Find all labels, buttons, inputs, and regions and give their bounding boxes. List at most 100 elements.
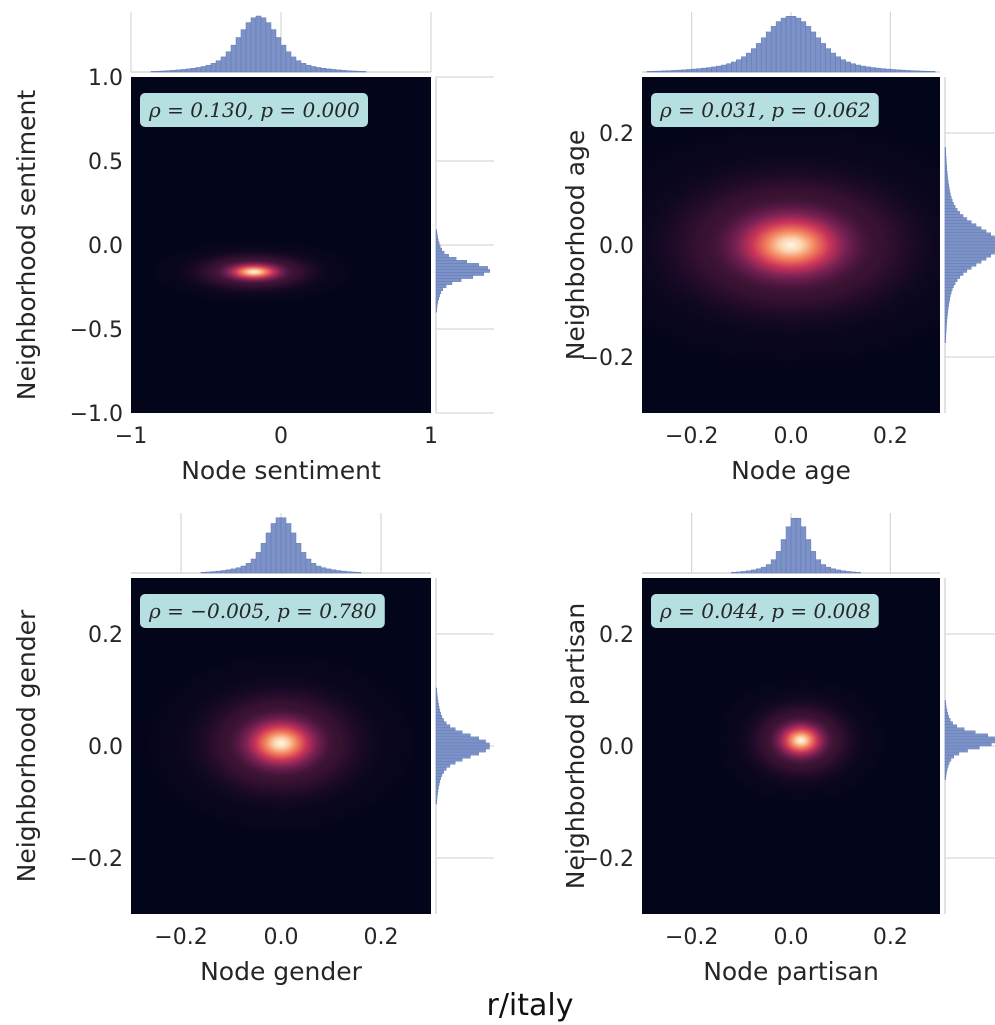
top-hist-bar (860, 65, 866, 73)
top-hist-bar (800, 526, 807, 574)
right-hist-bar (944, 272, 964, 276)
panel-3: ρ = −0.005, p = 0.780 −0.2 0.0 0.2 −0.2 0.0 0.… (12, 513, 494, 986)
y-axis-label: Neighborhood gender (12, 609, 41, 882)
x-tick-label: −0.2 (665, 925, 718, 950)
right-hist-bar (944, 232, 991, 237)
right-hist-bar (944, 715, 950, 719)
x-tick-label: 1 (424, 424, 438, 449)
right-hist-bar (435, 305, 438, 310)
right-hist-bar (435, 745, 490, 750)
top-hist-bar (780, 539, 787, 574)
right-hist-bar (944, 751, 960, 756)
right-hist-bar (944, 742, 992, 747)
top-hist-bar (225, 569, 232, 574)
right-hist-bar (944, 699, 946, 704)
density-heatmap (642, 578, 940, 914)
right-hist-bar (435, 696, 438, 701)
right-hist-bar (944, 198, 953, 203)
right-hist-bar (435, 235, 438, 240)
right-hist-bar (944, 159, 947, 163)
right-hist-bar (944, 177, 949, 182)
right-hist-bar (944, 250, 995, 255)
top-hist-bar (795, 17, 802, 73)
right-hist-bar (435, 241, 440, 246)
right-hist-bar (435, 733, 471, 738)
x-tick-label: 0.2 (364, 925, 399, 950)
top-hist-bar (295, 543, 302, 574)
right-hist-bar (944, 260, 982, 264)
right-hist-bar (435, 247, 442, 252)
right-hist-bar (944, 223, 977, 227)
right-hist-bar (944, 736, 995, 741)
top-hist-bar (914, 70, 921, 73)
right-hist-bar (435, 748, 486, 753)
top-hist-bar (651, 70, 658, 73)
right-hist-bar (944, 263, 977, 267)
y-axis-label: Neighborhood sentiment (12, 90, 41, 401)
right-hist-bar (944, 739, 995, 744)
right-hist-bar (944, 275, 961, 279)
y-tick-label: −0.5 (70, 318, 123, 343)
top-hist-bar (270, 523, 277, 574)
top-hist-bar (280, 517, 287, 574)
top-hist-bar (800, 21, 807, 73)
top-hist-bar (170, 70, 177, 73)
top-hist-bar (245, 22, 252, 73)
right-hist-bar (435, 706, 440, 710)
right-hist-bar (944, 321, 947, 325)
right-hist-bar (944, 336, 946, 340)
top-hist-bar (751, 569, 757, 574)
top-hist-bar (646, 71, 653, 73)
x-axis-label: Node age (731, 456, 851, 485)
density-peak (699, 191, 883, 299)
top-hist-bar (235, 37, 242, 73)
top-hist-bar (924, 70, 931, 73)
right-hist-bar (435, 709, 441, 713)
right-hist-bar (435, 250, 445, 255)
top-hist-bar (775, 21, 782, 73)
top-hist-bar (875, 67, 881, 73)
top-hist-bar (855, 572, 861, 574)
top-hist-bar (220, 56, 227, 73)
right-hist-bar (944, 727, 965, 731)
top-hist-bar (285, 523, 292, 574)
top-hist-bar (746, 52, 752, 73)
x-tick-label: 0 (274, 424, 288, 449)
right-hist-bar (435, 773, 443, 777)
top-hist-bar (731, 572, 737, 574)
top-hist-bar (290, 56, 297, 73)
right-hist-bar (944, 165, 947, 169)
right-hist-bar (435, 308, 437, 313)
right-hist-bar (944, 724, 958, 728)
right-hist-bar (435, 293, 440, 298)
right-hist-bar (944, 226, 982, 230)
top-hist-bar (691, 68, 697, 73)
top-hist-bar (270, 29, 277, 73)
right-hist-bar (944, 235, 995, 240)
right-hist-bar (435, 302, 438, 307)
top-hist-bar (200, 66, 207, 73)
top-hist-bar (225, 51, 232, 73)
right-hist-bar (944, 208, 958, 212)
top-hist-bar (355, 70, 362, 73)
y-tick-label: 0.2 (599, 623, 634, 648)
top-hist-bar (760, 566, 767, 574)
right-hist-bar (944, 150, 946, 154)
top-hist-bar (790, 517, 797, 574)
right-hist-bar (435, 269, 490, 273)
top-hist-bar (805, 26, 812, 73)
right-hist-bar (435, 742, 490, 747)
top-hist-bar (830, 568, 836, 574)
right-hist-bar (944, 745, 980, 750)
right-hist-bar (944, 748, 968, 753)
right-marginal-histogram (944, 77, 995, 413)
x-tick-label: 0.0 (774, 925, 809, 950)
top-hist-bar (235, 567, 242, 574)
top-hist-bar (890, 69, 896, 73)
correlation-annotation: ρ = 0.031, p = 0.062 (651, 93, 879, 127)
top-hist-bar (335, 69, 342, 73)
density-peak (209, 257, 299, 286)
annotation-text: ρ = 0.130, p = 0.000 (148, 98, 360, 122)
top-hist-bar (340, 70, 347, 73)
top-hist-bar (350, 70, 357, 73)
